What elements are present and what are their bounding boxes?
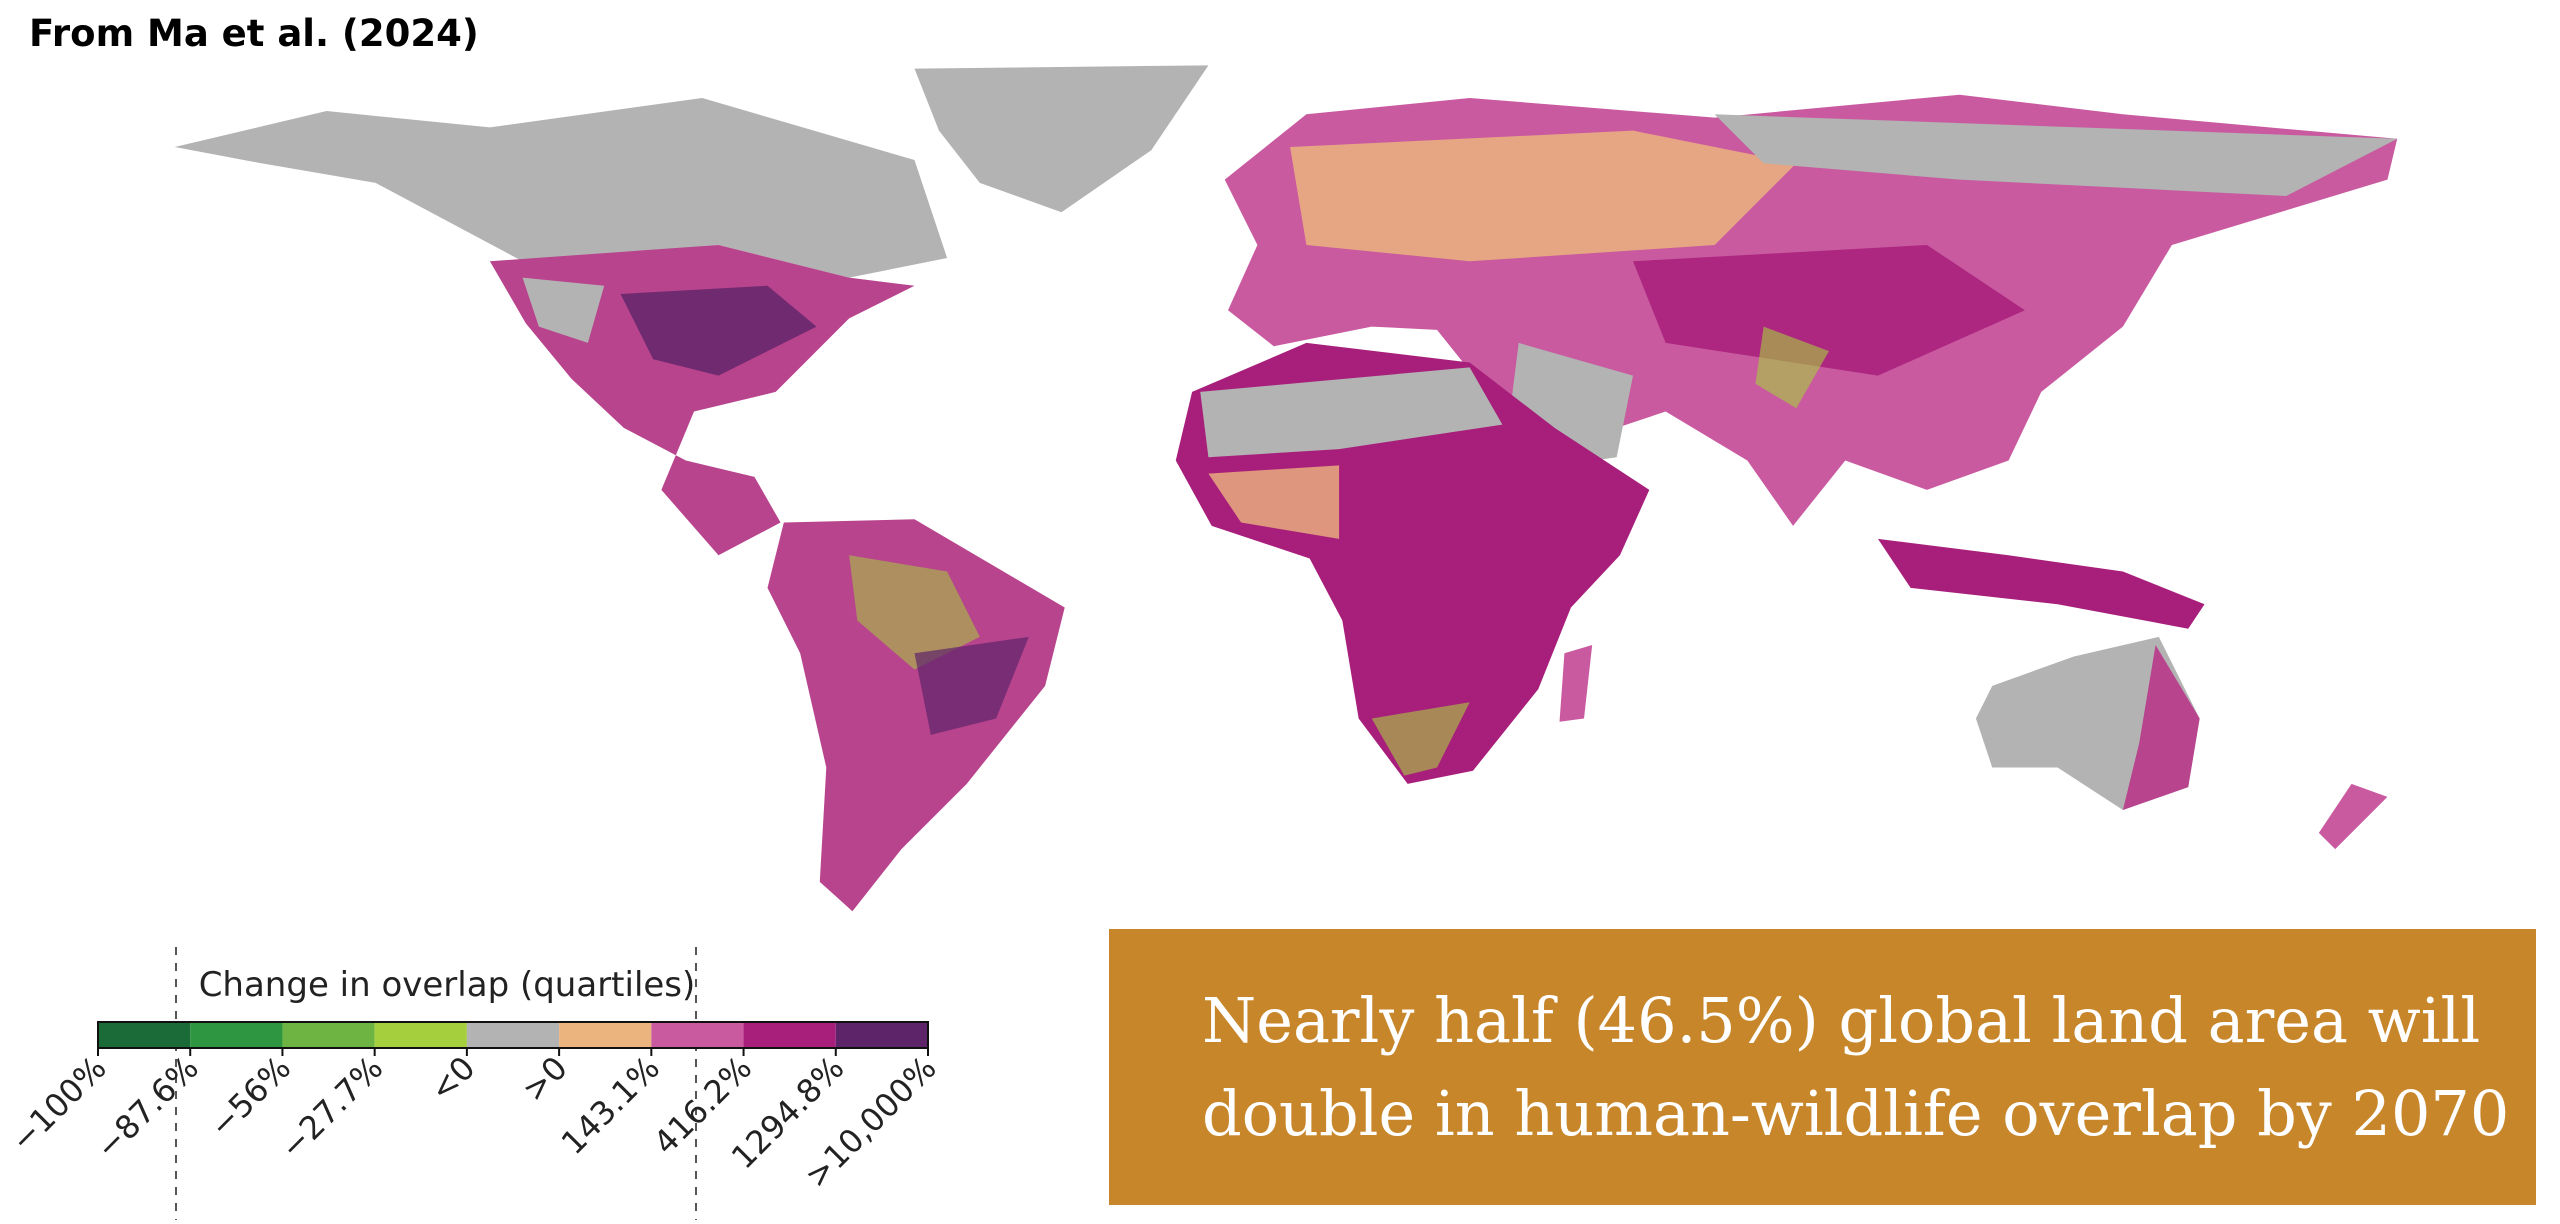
legend-swatch bbox=[190, 1022, 283, 1048]
callout-line: Nearly half (46.5%) global land area wil… bbox=[1202, 984, 2480, 1057]
world-map bbox=[174, 65, 2398, 912]
legend-swatch bbox=[835, 1022, 928, 1048]
source-label: From Ma et al. (2024) bbox=[29, 12, 479, 55]
legend-title: Change in overlap (quartiles) bbox=[199, 965, 696, 1005]
callout-box bbox=[1109, 929, 2536, 1205]
legend-swatch bbox=[374, 1022, 467, 1048]
legend-tick-label: −27.7% bbox=[273, 1049, 391, 1167]
legend-swatch bbox=[466, 1022, 560, 1048]
legend-tick-label: <0 bbox=[422, 1049, 482, 1109]
legend-swatch bbox=[98, 1022, 191, 1048]
legend: −100%−87.6%−56%−27.7% <0 >0143.1%416.2%129… bbox=[3, 1021, 944, 1195]
callout-line: double in human-wildlife overlap by 2070 bbox=[1202, 1077, 2509, 1150]
legend-tick-label: −87.6% bbox=[88, 1049, 206, 1167]
legend-frame bbox=[97, 1021, 929, 1049]
legend-swatch bbox=[651, 1022, 744, 1048]
legend-tick-label: 143.1% bbox=[554, 1049, 667, 1162]
legend-tick-label: >0 bbox=[515, 1049, 575, 1109]
legend-swatch bbox=[559, 1022, 652, 1048]
legend-swatch bbox=[282, 1022, 375, 1048]
legend-swatch bbox=[743, 1022, 836, 1048]
